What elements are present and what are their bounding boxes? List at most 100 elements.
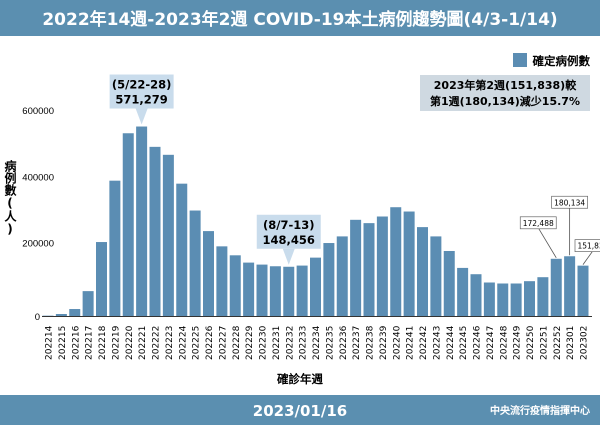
- y-tick-label: 0: [35, 312, 40, 323]
- bar-202250: [524, 281, 535, 316]
- data-label: 172,488: [523, 219, 554, 228]
- footer-date: 2023/01/16: [253, 402, 347, 420]
- bar-202229: [243, 262, 255, 316]
- x-tick-label: 202249: [513, 325, 523, 360]
- y-tick-label: 400000: [22, 172, 54, 183]
- bar-202224: [176, 183, 188, 316]
- bar-202221: [136, 126, 148, 317]
- callout-box: [109, 74, 174, 109]
- bar-202238: [363, 223, 375, 316]
- bar-202217: [82, 291, 94, 316]
- callout-pointer: [282, 248, 295, 265]
- x-tick-label: 202250: [526, 325, 536, 360]
- x-tick-label: 202221: [138, 326, 148, 360]
- bar-202248: [497, 283, 509, 316]
- x-tick-label: 202301: [566, 326, 576, 360]
- x-tick-label: 202218: [98, 325, 108, 360]
- x-tick-label: 202248: [499, 325, 509, 360]
- bar-202232: [283, 266, 295, 316]
- x-tick-label: 202246: [473, 325, 483, 360]
- bar-202228: [229, 255, 241, 316]
- x-tick-label: 202226: [205, 325, 215, 360]
- data-label-box: [519, 216, 557, 230]
- bar-202301: [564, 256, 576, 316]
- note-line1: 2023年第2週(151,838)較: [434, 78, 577, 92]
- x-tick-label: 202219: [111, 325, 121, 360]
- x-tick-label: 202231: [272, 326, 282, 360]
- data-label-box: [551, 195, 588, 209]
- bar-202235: [323, 243, 335, 316]
- x-tick-label: 202247: [486, 326, 496, 360]
- bar-202302: [577, 265, 589, 316]
- bar-202239: [376, 216, 388, 316]
- bar-202231: [269, 266, 281, 316]
- bar-202245: [457, 267, 469, 316]
- x-tick-label: 202242: [419, 326, 429, 360]
- x-tick-label: 202217: [85, 326, 95, 360]
- x-tick-label: 202239: [379, 325, 389, 360]
- bar-202243: [430, 236, 442, 316]
- callout-week: (8/7-13): [263, 218, 315, 232]
- bar-202225: [189, 210, 201, 316]
- x-tick-label: 202238: [366, 325, 376, 360]
- bar-202233: [296, 265, 308, 316]
- bar-202241: [403, 211, 415, 316]
- x-tick-label: 202223: [165, 326, 175, 360]
- x-tick-label: 202243: [432, 326, 442, 360]
- x-tick-label: 202241: [406, 326, 416, 360]
- x-tick-label: 202236: [339, 325, 349, 360]
- x-tick-label: 202232: [285, 326, 295, 360]
- x-tick-label: 202220: [125, 325, 135, 360]
- x-tick-label: 202237: [352, 326, 362, 360]
- header-bar: [0, 0, 600, 36]
- x-tick-label: 202302: [580, 326, 590, 360]
- bar-202249: [510, 283, 522, 316]
- x-tick-label: 202240: [392, 325, 402, 360]
- data-label-leader: [537, 227, 557, 258]
- x-tick-label: 202251: [539, 326, 549, 360]
- x-tick-label: 202252: [553, 326, 563, 360]
- callout-box: [256, 214, 321, 249]
- x-tick-label: 202216: [71, 325, 81, 360]
- bar-202227: [216, 246, 228, 316]
- bar-202223: [162, 154, 174, 316]
- data-label: 180,134: [554, 198, 585, 207]
- bar-202216: [69, 309, 81, 316]
- data-label-leader: [582, 250, 594, 265]
- bar-202244: [443, 250, 455, 316]
- bar-202251: [537, 277, 549, 316]
- x-tick-label: 202215: [58, 326, 68, 360]
- bar-202234: [310, 257, 321, 316]
- x-axis-label: 確診年週: [277, 372, 323, 386]
- callout-pointer: [135, 108, 148, 125]
- x-tick-label: 202224: [178, 325, 188, 360]
- bar-202219: [109, 180, 121, 316]
- x-tick-label: 202244: [446, 325, 456, 360]
- x-tick-label: 202227: [218, 326, 228, 360]
- bar-202242: [417, 227, 428, 316]
- bar-202226: [203, 231, 214, 316]
- x-tick-label: 202222: [152, 326, 162, 360]
- legend-label: 確定病例數: [533, 54, 591, 68]
- note-line2: 第1週(180,134)減少15.7%: [430, 94, 580, 108]
- x-tick-label: 202235: [325, 326, 335, 360]
- bar-202236: [336, 236, 348, 316]
- note-box: [420, 75, 590, 111]
- bar-202240: [390, 207, 402, 316]
- bar-202247: [483, 282, 495, 316]
- callout-value: 571,279: [115, 93, 167, 107]
- x-tick-label: 202245: [459, 326, 469, 360]
- callout-value: 148,456: [263, 233, 315, 247]
- legend-swatch: [513, 53, 527, 67]
- y-tick-label: 600000: [22, 106, 54, 117]
- bar-202252: [550, 258, 562, 316]
- y-axis-label: 病例數(人): [3, 160, 17, 236]
- bar-202246: [470, 274, 482, 316]
- x-tick-label: 202234: [312, 325, 322, 360]
- x-tick-label: 202229: [245, 325, 255, 360]
- x-tick-label: 202230: [259, 325, 269, 360]
- footer-bar: [0, 395, 600, 425]
- x-tick-label: 202225: [192, 326, 202, 360]
- chart-title: 2022年14週-2023年2週 COVID-19本土病例趨勢圖(4/3-1/1…: [42, 9, 557, 30]
- bar-202220: [122, 133, 134, 316]
